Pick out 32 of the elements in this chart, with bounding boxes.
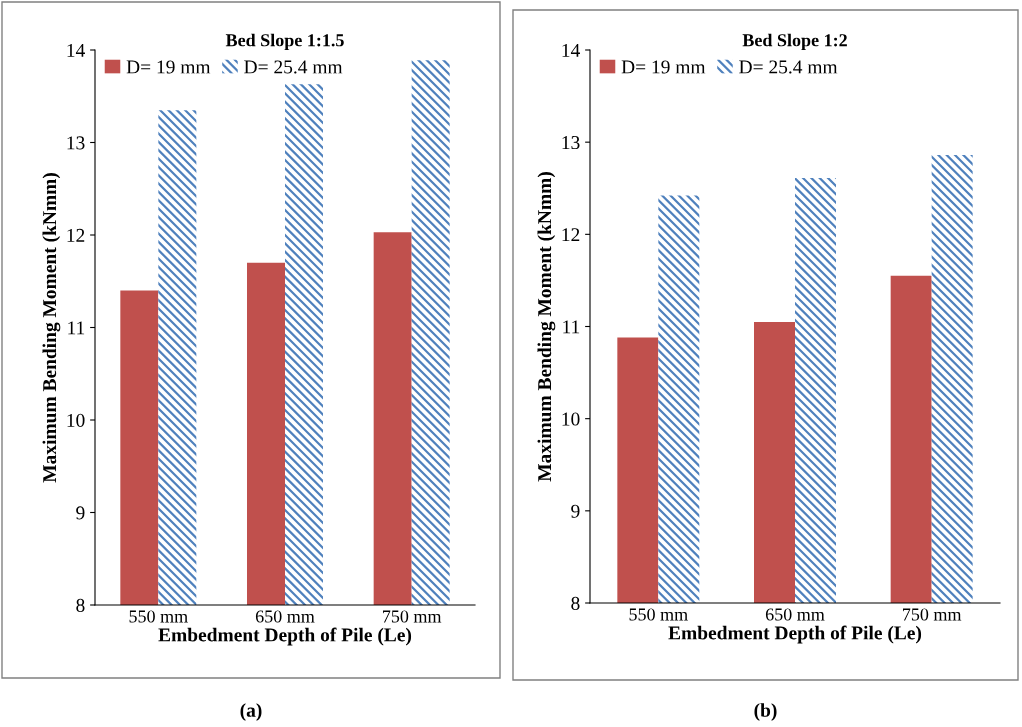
y-tick-label: 13 — [562, 136, 580, 150]
y-tick-label: 11 — [563, 320, 580, 334]
y-tick-label: 14 — [562, 43, 580, 57]
y-axis-title: Maximum Bending Moment (kNmm) — [42, 173, 61, 483]
y-tick-label: 9 — [571, 504, 580, 518]
legend-label: D= 25.4 mm — [244, 60, 343, 74]
legend-label: D= 25.4 mm — [739, 60, 838, 74]
y-tick-label: 12 — [67, 228, 85, 242]
y-tick-label: 9 — [76, 506, 85, 520]
x-tick-label: 650 mm — [255, 610, 315, 623]
chart-title: Bed Slope 1:1.5 — [225, 33, 344, 50]
y-tick-label: 13 — [67, 136, 85, 150]
legend-label: D= 19 mm — [126, 60, 211, 74]
y-tick-label: 14 — [67, 43, 85, 57]
legend-label: D= 19 mm — [621, 60, 706, 74]
chart-title: Bed Slope 1:2 — [742, 33, 847, 50]
x-tick-label: 750 mm — [903, 608, 962, 621]
x-axis-title: Embedment Depth of Pile (Le) — [668, 625, 922, 644]
y-tick-label: 8 — [571, 596, 580, 610]
y-axis-title: Maximum Bending Moment (kNmm) — [537, 172, 556, 482]
x-tick-label: 650 mm — [765, 608, 825, 621]
text: (a) — [240, 703, 262, 721]
y-tick-label: 12 — [562, 228, 580, 242]
y-tick-label: 8 — [76, 598, 85, 612]
x-axis-title: Embedment Depth of Pile (Le) — [158, 627, 412, 646]
y-tick-label: 11 — [68, 321, 85, 335]
y-tick-label: 10 — [562, 412, 580, 426]
x-tick-label: 750 mm — [383, 610, 442, 623]
x-tick-label: 550 mm — [629, 608, 688, 621]
y-tick-label: 10 — [67, 413, 85, 427]
x-tick-label: 550 mm — [129, 610, 188, 623]
text: (b) — [754, 703, 777, 721]
